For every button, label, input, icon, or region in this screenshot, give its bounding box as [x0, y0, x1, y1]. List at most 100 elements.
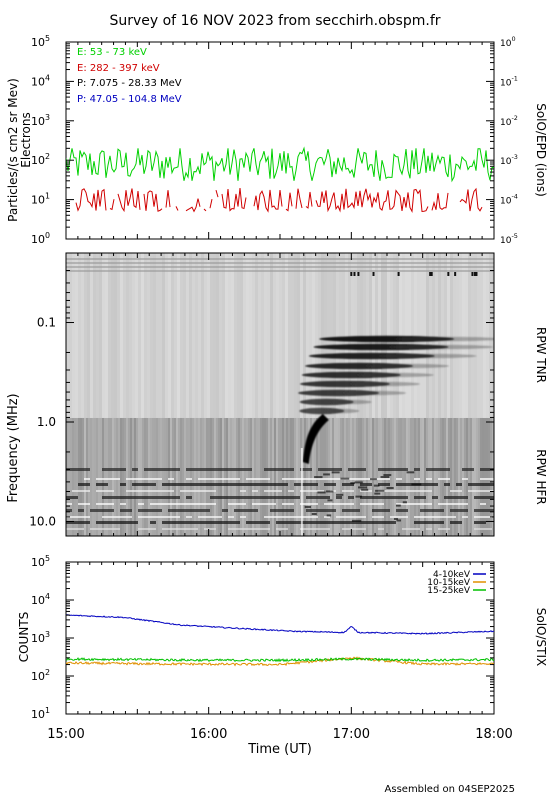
hfr-stripe — [426, 468, 432, 471]
stix-panel: 101 102 103 104 105 4-10keV 10-15keV 15-25ke… — [17, 554, 548, 721]
hfr-stripe — [486, 509, 492, 512]
hfr-stripe — [336, 496, 342, 499]
hfr-column — [416, 417, 418, 536]
tnr-column — [165, 253, 168, 418]
hfr-stripe — [360, 516, 366, 518]
hfr-stripe — [234, 528, 240, 530]
hfr-stripe — [156, 468, 162, 471]
hfr-stripe — [462, 509, 468, 512]
hfr-stripe — [276, 516, 282, 518]
hfr-stripe — [252, 528, 258, 530]
tnr-column — [150, 253, 153, 418]
hfr-stripe — [210, 496, 216, 499]
tnr-column — [102, 253, 105, 418]
hfr-stripe — [288, 496, 294, 499]
epd-ylabel-electrons: Electrons — [19, 112, 33, 167]
hfr-stripe — [312, 528, 318, 530]
hfr-burst-speck — [358, 486, 368, 489]
hfr-burst-speck — [350, 482, 355, 485]
hfr-stripe — [468, 490, 474, 492]
hfr-stripe — [276, 521, 282, 524]
hfr-stripe — [474, 516, 480, 518]
hfr-stripe — [378, 528, 384, 530]
hfr-column — [424, 417, 426, 536]
hfr-stripe — [102, 528, 108, 530]
hfr-stripe — [474, 509, 480, 512]
hfr-stripe — [84, 521, 90, 524]
hfr-column — [230, 417, 232, 536]
series-line-e2 — [221, 188, 247, 212]
hfr-stripe — [216, 516, 222, 518]
hfr-stripe — [306, 490, 312, 492]
hfr-stripe — [342, 509, 348, 512]
tnr-column — [87, 253, 90, 418]
hfr-column — [92, 417, 94, 536]
hfr-column — [422, 417, 424, 536]
time-tick-1700: 17:00 — [333, 727, 370, 742]
hfr-column — [350, 417, 352, 536]
hfr-stripe — [240, 528, 246, 530]
hfr-stripe — [180, 509, 186, 512]
hfr-stripe — [114, 516, 120, 518]
hfr-stripe — [270, 516, 276, 518]
hfr-stripe — [342, 521, 348, 524]
hfr-stripe — [168, 496, 174, 499]
hfr-stripe — [438, 509, 444, 512]
hfr-stripe — [480, 496, 486, 499]
hfr-column — [412, 417, 414, 536]
hfr-stripe — [414, 478, 420, 480]
tnr-column — [240, 253, 243, 418]
hfr-stripe — [444, 483, 450, 486]
hfr-stripe — [450, 496, 456, 499]
series-line-e2 — [143, 190, 163, 212]
stix-series — [66, 614, 494, 667]
hfr-stripe — [174, 468, 180, 471]
hfr-column — [430, 417, 432, 536]
hfr-stripe — [384, 490, 390, 492]
hfr-column — [162, 417, 164, 536]
hfr-stripe — [246, 478, 252, 480]
hfr-stripe — [222, 509, 228, 512]
hfr-stripe — [324, 521, 330, 524]
hfr-stripe — [210, 483, 216, 486]
hfr-column — [288, 417, 290, 536]
hfr-column — [144, 417, 146, 536]
tnr-column — [477, 253, 480, 418]
burst-band-tail — [356, 372, 434, 378]
hfr-stripe — [270, 503, 276, 505]
hfr-stripe — [108, 509, 114, 512]
hfr-column — [74, 417, 76, 536]
hfr-column — [408, 417, 410, 536]
tnr-column — [228, 253, 231, 418]
hfr-stripe — [312, 521, 318, 524]
hfr-stripe — [486, 468, 492, 471]
hfr-burst-speck — [326, 490, 334, 493]
hfr-column — [190, 417, 192, 536]
hfr-column — [482, 417, 484, 536]
hfr-stripe — [324, 516, 330, 518]
tnr-column — [378, 253, 381, 418]
hfr-column — [404, 417, 406, 536]
hfr-stripe — [102, 490, 108, 492]
hfr-stripe — [426, 503, 432, 505]
hfr-column — [308, 417, 310, 536]
tnr-column — [177, 253, 180, 418]
hfr-stripe — [234, 503, 240, 505]
hfr-stripe — [384, 521, 390, 524]
tnr-column — [330, 253, 333, 418]
hfr-column — [392, 417, 394, 536]
hfr-column — [478, 417, 480, 536]
hfr-stripe — [156, 490, 162, 492]
epd-frame — [65, 41, 495, 240]
hfr-stripe — [192, 528, 198, 530]
legend-4-10kev: 4-10keV — [433, 570, 471, 580]
hfr-stripe — [408, 503, 414, 505]
hfr-stripe — [300, 483, 306, 486]
hfr-stripe — [276, 509, 282, 512]
hfr-stripe — [210, 503, 216, 505]
hfr-stripe — [456, 496, 462, 499]
hfr-column — [202, 417, 204, 536]
hfr-column — [156, 417, 158, 536]
tnr-column — [99, 253, 102, 418]
time-tick-1800: 18:00 — [475, 727, 512, 742]
